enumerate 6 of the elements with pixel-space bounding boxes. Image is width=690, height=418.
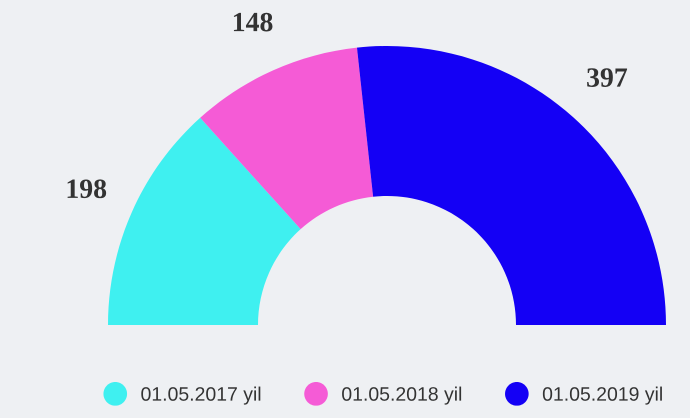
legend-label: 01.05.2019 yil xyxy=(542,386,662,405)
data-label: 397 xyxy=(587,68,628,87)
legend-label: 01.05.2017 yil xyxy=(141,386,260,405)
legend-label: 01.05.2018 yil xyxy=(342,386,462,405)
data-label: 148 xyxy=(234,12,272,32)
data-label: 198 xyxy=(68,179,106,198)
